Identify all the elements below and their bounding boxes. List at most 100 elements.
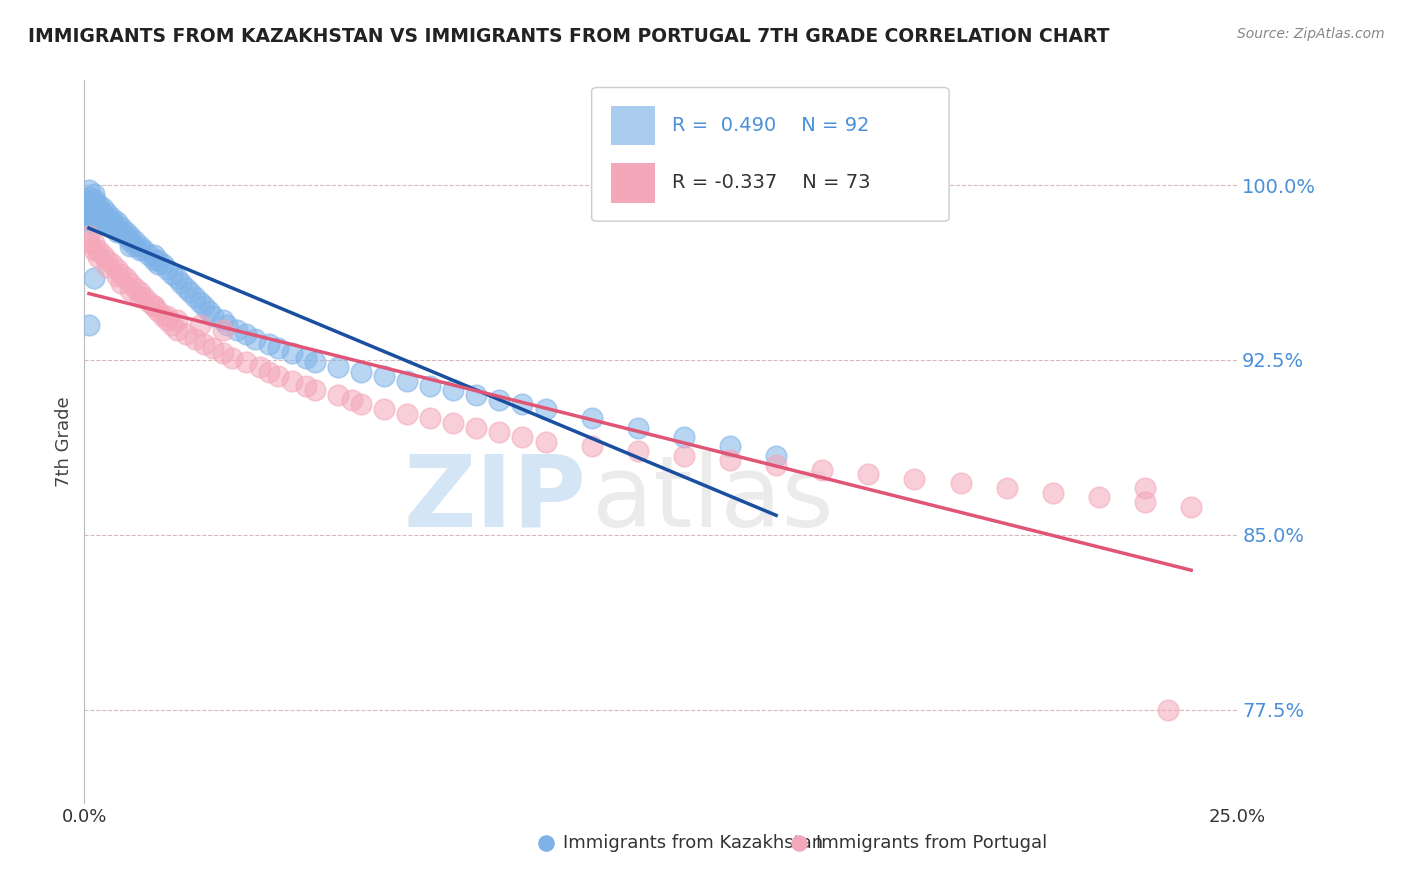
Point (87, 202, 110, 216)
FancyBboxPatch shape (612, 105, 655, 145)
Point (77, 190, 100, 204)
Point (419, 411, 441, 425)
Point (77, 206, 100, 220)
Point (193, 299, 215, 313)
Point (101, 211, 124, 225)
Point (249, 359, 271, 374)
Point (170, 276, 193, 290)
Point (488, 392, 510, 407)
Point (465, 420, 488, 434)
Point (138, 248, 160, 262)
Point (166, 271, 188, 285)
Point (441, 384, 464, 398)
Point (1133, 495, 1156, 509)
Point (221, 351, 243, 365)
Point (174, 327, 197, 342)
Point (211, 323, 233, 337)
Text: R =  0.490    N = 92: R = 0.490 N = 92 (672, 116, 870, 135)
Point (128, 244, 150, 258)
Point (77, 211, 100, 225)
Point (243, 332, 266, 346)
FancyBboxPatch shape (592, 87, 949, 221)
Point (77, 209, 100, 223)
Point (96, 252, 118, 267)
FancyBboxPatch shape (612, 163, 655, 203)
Point (83, 196, 105, 211)
Point (373, 369, 395, 384)
Point (419, 378, 441, 392)
Point (304, 355, 326, 369)
Point (120, 239, 142, 253)
Text: R = -0.337    N = 73: R = -0.337 N = 73 (672, 173, 870, 193)
Point (83, 213, 105, 227)
Point (77, 199, 100, 213)
Point (146, 304, 169, 318)
Point (257, 365, 280, 379)
Point (441, 416, 464, 430)
Point (105, 220, 128, 235)
Point (156, 262, 179, 277)
Point (87, 244, 110, 258)
Point (174, 281, 197, 295)
Point (235, 327, 257, 342)
Point (128, 239, 150, 253)
Point (142, 299, 165, 313)
Point (512, 397, 534, 411)
Point (512, 430, 534, 444)
Text: ZIP: ZIP (404, 450, 586, 548)
Point (152, 257, 174, 271)
Point (142, 299, 165, 313)
Point (96, 211, 118, 225)
Point (87, 211, 110, 225)
Point (627, 443, 650, 458)
Point (120, 276, 142, 290)
Point (83, 206, 105, 220)
Point (83, 187, 105, 202)
Point (83, 211, 105, 225)
Point (120, 229, 142, 244)
Point (110, 267, 132, 281)
Point (83, 236, 105, 251)
Point (718, 453, 741, 467)
Point (672, 449, 695, 463)
Point (134, 290, 156, 304)
Point (110, 220, 132, 235)
Point (858, 467, 880, 482)
Point (96, 215, 118, 229)
Point (77, 183, 100, 197)
Point (124, 234, 146, 248)
Point (156, 309, 179, 323)
Point (488, 425, 510, 440)
Point (160, 318, 183, 332)
Point (128, 290, 150, 304)
Point (465, 388, 488, 402)
Point (765, 458, 787, 472)
Point (627, 420, 650, 434)
Point (146, 257, 169, 271)
Point (1180, 500, 1202, 514)
Point (142, 248, 165, 262)
Point (257, 336, 280, 351)
Point (267, 341, 290, 355)
Text: Immigrants from Portugal: Immigrants from Portugal (817, 833, 1047, 852)
Point (77, 229, 100, 244)
Point (581, 439, 603, 453)
Point (87, 251, 110, 265)
Point (350, 397, 373, 411)
Point (581, 411, 603, 425)
Point (101, 215, 124, 229)
Point (1133, 481, 1156, 495)
Point (672, 430, 695, 444)
Point (96, 260, 118, 274)
Point (396, 407, 419, 421)
Point (340, 392, 363, 407)
Point (211, 346, 233, 360)
Point (105, 268, 128, 283)
Point (211, 313, 233, 327)
Point (811, 462, 834, 476)
Point (77, 318, 100, 332)
Point (202, 341, 225, 355)
Point (235, 355, 257, 369)
Point (995, 481, 1018, 495)
Point (87, 215, 110, 229)
